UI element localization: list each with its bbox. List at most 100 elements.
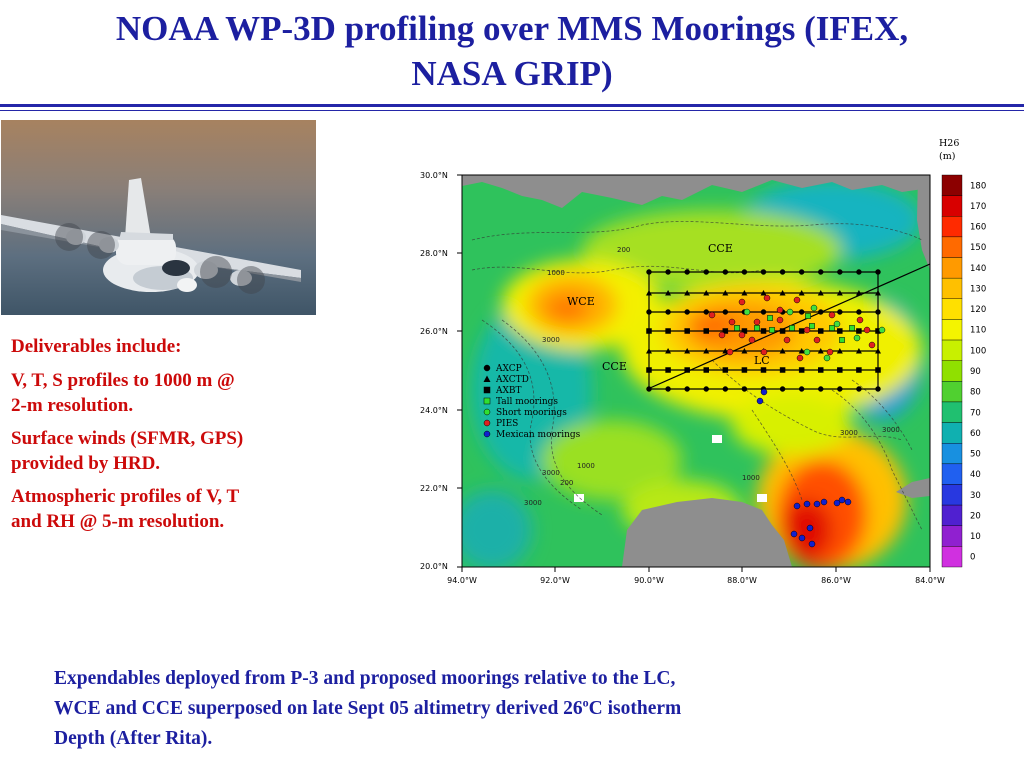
axcp-drop-marker	[665, 269, 671, 275]
pies-marker	[728, 318, 736, 326]
colorbar-cell	[941, 257, 963, 279]
pies-marker	[763, 294, 771, 302]
feature-label-wce: WCE	[567, 295, 595, 308]
contour-label: 3000	[542, 469, 560, 477]
colorbar-cell	[941, 236, 963, 258]
tall-mooring-marker	[769, 327, 775, 333]
pies-marker	[726, 348, 734, 356]
legend-symbol-triangle	[483, 375, 491, 382]
axcp-drop-marker	[779, 348, 786, 354]
axcp-drop-marker	[741, 290, 748, 296]
axcp-drop-marker	[741, 348, 748, 354]
pies-marker	[760, 348, 768, 356]
legend-symbol-circle	[483, 364, 491, 372]
axcp-drop-marker	[798, 290, 805, 296]
axcp-drop-marker	[779, 269, 786, 275]
figure-caption: Expendables deployed from P-3 and propos…	[54, 664, 904, 754]
axcp-drop-marker	[856, 328, 862, 334]
colorbar-cell	[941, 422, 963, 444]
lon-tick-label: 90.0°W	[634, 576, 664, 585]
axcp-drop-marker	[646, 348, 652, 354]
deliverable-item-profiles: V, T, S profiles to 1000 m @ 2-m resolut…	[11, 368, 331, 418]
axcp-drop-marker	[798, 309, 805, 315]
mexican-mooring-marker	[844, 498, 852, 506]
pies-marker	[796, 354, 804, 362]
deliverable-2-line-1: Surface winds (SFMR, GPS)	[11, 428, 244, 449]
pies-marker	[738, 331, 746, 339]
colorbar-tick-label: 120	[970, 305, 986, 315]
pies-marker	[718, 331, 726, 339]
colorbar-tick-label: 40	[970, 470, 981, 480]
axcp-drop-marker	[684, 309, 690, 315]
axcp-drop-marker	[646, 309, 652, 315]
colorbar-tick-label: 10	[970, 532, 981, 542]
axcp-drop-marker	[684, 367, 690, 373]
pies-marker	[803, 326, 811, 334]
axcp-drop-marker	[837, 269, 843, 275]
pies-marker	[748, 336, 756, 344]
feature-label-lc: LC	[754, 354, 770, 367]
deliverable-1-line-2: 2-m resolution.	[11, 395, 134, 416]
axcp-drop-marker	[779, 386, 786, 392]
axcp-drop-marker	[798, 269, 805, 275]
caption-line-2: WCE and CCE superposed on late Sept 05 a…	[54, 694, 904, 724]
mexican-mooring-marker	[813, 500, 821, 508]
tall-mooring-marker	[767, 315, 773, 321]
axcp-drop-marker	[722, 328, 729, 334]
axcp-drop-marker	[875, 309, 881, 315]
colorbar-cell	[941, 195, 963, 217]
axcp-drop-marker	[665, 328, 671, 334]
aircraft-photo	[1, 120, 316, 315]
axcp-drop-marker	[684, 328, 690, 334]
legend-label: Short moorings	[496, 408, 567, 418]
axcp-drop-marker	[646, 269, 652, 275]
lat-tick-label: 26.0°N	[420, 327, 448, 336]
axcp-drop-marker	[665, 367, 671, 373]
tall-mooring-marker	[734, 325, 740, 331]
axcp-drop-marker	[818, 309, 824, 315]
colorbar-tick-label: 50	[970, 450, 981, 460]
caption-line-2-text: WCE and CCE superposed on late Sept 05 a…	[54, 698, 583, 719]
axcp-drop-marker	[818, 367, 824, 373]
axcp-drop-marker	[855, 348, 862, 354]
axcp-drop-marker	[875, 386, 881, 392]
pies-marker	[753, 318, 761, 326]
colorbar-tick-label: 80	[970, 388, 981, 398]
colorbar-tick-label: 20	[970, 511, 981, 521]
colorbar-tick-label: 100	[970, 346, 986, 356]
lon-tick-label: 92.0°W	[540, 576, 570, 585]
axcp-drop-marker	[779, 367, 786, 373]
axcp-drop-marker	[798, 367, 805, 373]
axcp-drop-marker	[741, 367, 748, 373]
axcp-drop-marker	[817, 290, 824, 296]
pies-marker	[708, 311, 716, 319]
axcp-drop-marker	[703, 367, 709, 373]
pies-marker	[863, 326, 871, 334]
mexican-mooring-marker	[803, 500, 811, 508]
axcp-drop-marker	[760, 328, 767, 334]
legend-label: AXCTD	[495, 375, 529, 385]
caption-line-1: Expendables deployed from P-3 and propos…	[54, 668, 676, 689]
colorbar-tick-label: 110	[970, 326, 986, 336]
contour-label: 3000	[840, 429, 858, 437]
lat-tick-label: 22.0°N	[420, 484, 448, 493]
colorbar-title-line-2: (m)	[939, 151, 955, 162]
axcp-drop-marker	[646, 367, 652, 373]
contour-label: 200	[560, 479, 573, 487]
colorbar-cell	[941, 546, 963, 568]
colorbar-cell	[941, 216, 963, 238]
contour-label: 200	[617, 246, 630, 254]
axcp-drop-marker	[836, 348, 843, 354]
pies-marker	[783, 336, 791, 344]
short-mooring-marker	[878, 326, 886, 334]
axcp-drop-marker	[875, 290, 881, 296]
deliverable-1-line-1: V, T, S profiles to 1000 m @	[11, 370, 235, 391]
colorbar-cell	[941, 174, 963, 196]
colorbar-tick-label: 70	[970, 408, 981, 418]
short-mooring-marker	[810, 304, 818, 312]
colorbar-cell	[941, 360, 963, 382]
title-line-2: NASA GRIP)	[411, 54, 613, 93]
pies-marker	[868, 341, 876, 349]
legend-label: AXCP	[495, 364, 522, 374]
axcp-drop-marker	[684, 348, 691, 354]
